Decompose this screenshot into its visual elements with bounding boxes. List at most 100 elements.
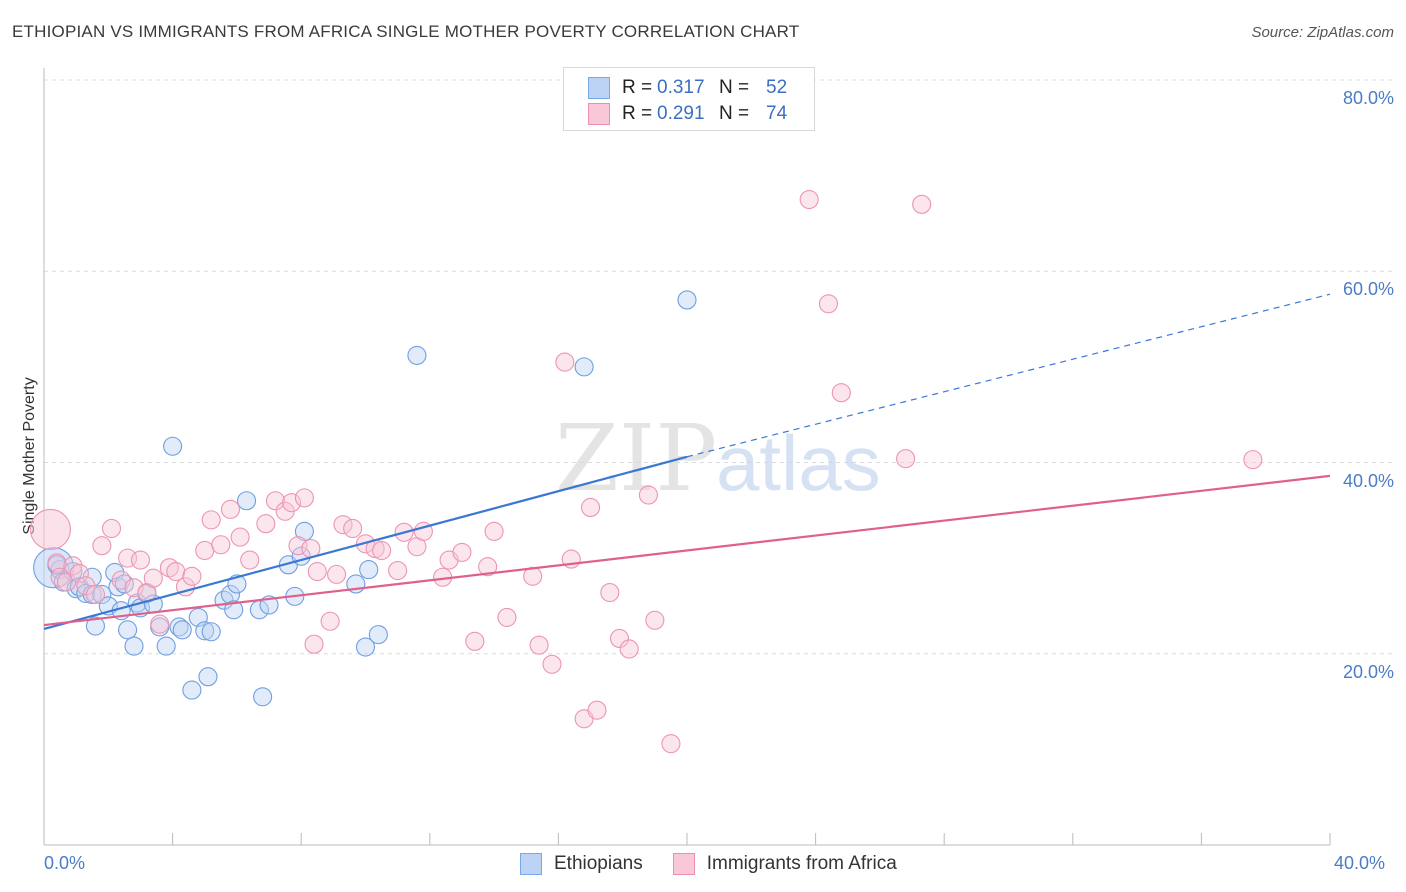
point-immigrants — [47, 553, 67, 573]
y-tick-label: 80.0% — [1342, 88, 1394, 108]
point-ethiopians — [359, 560, 379, 580]
point-immigrants — [143, 568, 163, 588]
point-ethiopians — [169, 617, 189, 637]
legend-swatch-ethiopians — [520, 853, 542, 875]
y-tick-label: 20.0% — [1342, 661, 1394, 682]
legend-swatch-immigrants — [672, 853, 695, 875]
point-immigrants — [555, 352, 575, 372]
trend-line-immigrants — [43, 474, 1331, 627]
point-ethiopians — [114, 574, 134, 594]
stats-legend: R = 0.317 N = 52 R = 0.291 N = 74 — [563, 67, 815, 131]
source-credit: Source: ZipAtlas.com — [1251, 24, 1394, 41]
point-ethiopians — [294, 521, 314, 541]
legend-label-ethiopians: Ethiopians — [554, 853, 643, 874]
point-immigrants — [343, 518, 363, 539]
point-immigrants — [542, 654, 562, 674]
point-immigrants — [307, 561, 327, 582]
r-value: 0.291 — [657, 103, 705, 124]
point-immigrants — [831, 383, 851, 403]
point-immigrants — [818, 294, 839, 314]
point-immigrants — [195, 540, 215, 561]
point-ethiopians — [253, 687, 273, 707]
n-value: 74 — [766, 103, 788, 124]
point-immigrants — [645, 610, 665, 630]
point-immigrants — [497, 607, 517, 627]
trend-line-ethiopians-projection — [686, 293, 1331, 458]
point-immigrants — [265, 491, 286, 511]
point-immigrants — [320, 611, 340, 631]
chart-title: ETHIOPIAN VS IMMIGRANTS FROM AFRICA SING… — [12, 22, 800, 41]
legend-swatch-immigrants — [588, 103, 610, 125]
point-immigrants — [294, 488, 314, 508]
point-immigrants — [372, 540, 392, 561]
point-immigrants — [166, 561, 186, 582]
legend-label-immigrants: Immigrants from Africa — [706, 853, 897, 874]
point-ethiopians — [407, 345, 427, 365]
point-ethiopians — [124, 636, 144, 656]
x-tick-label-min: 0.0% — [44, 853, 86, 873]
point-ethiopians — [85, 616, 105, 636]
trend-line-ethiopians — [43, 455, 688, 630]
n-label: N = — [719, 77, 750, 98]
point-immigrants — [896, 449, 916, 469]
point-immigrants — [600, 582, 620, 603]
point-immigrants — [182, 566, 202, 586]
point-ethiopians — [172, 620, 192, 640]
point-ethiopians — [198, 667, 218, 687]
y-tick-label: 40.0% — [1342, 470, 1394, 491]
x-tick-label-max: 40.0% — [1334, 853, 1386, 873]
point-immigrants — [580, 497, 601, 517]
legend-item-immigrants[interactable]: Immigrants from Africa — [672, 853, 897, 875]
point-ethiopians — [677, 290, 697, 310]
point-immigrants — [799, 189, 819, 210]
point-immigrants — [240, 550, 260, 570]
point-ethiopians — [92, 584, 112, 605]
point-ethiopians — [574, 357, 594, 377]
point-immigrants — [484, 521, 504, 541]
point-ethiopians — [355, 637, 376, 657]
point-immigrants — [609, 628, 630, 649]
watermark-zip: ZIP — [555, 405, 717, 512]
point-immigrants — [661, 734, 681, 754]
watermark-atlas: atlas — [716, 419, 881, 507]
r-value: 0.317 — [657, 77, 705, 98]
point-ethiopians — [195, 621, 215, 641]
y-tick-label: 60.0% — [1342, 279, 1394, 300]
watermark: ZIP atlas — [555, 405, 881, 512]
n-label: N = — [719, 103, 750, 124]
point-immigrants — [69, 563, 89, 583]
point-immigrants — [638, 485, 658, 505]
n-value: 52 — [766, 77, 788, 98]
point-immigrants — [619, 639, 639, 659]
point-immigrants — [124, 578, 144, 598]
point-immigrants — [101, 518, 122, 539]
point-immigrants — [211, 535, 231, 555]
point-immigrants — [85, 584, 105, 605]
point-immigrants — [150, 614, 170, 634]
point-immigrants — [130, 550, 150, 570]
point-ethiopians — [236, 491, 257, 511]
point-immigrants — [282, 493, 302, 513]
axes — [43, 68, 1331, 846]
point-ethiopians — [76, 583, 96, 604]
point-ethiopians — [224, 600, 244, 620]
point-immigrants — [220, 499, 241, 519]
point-immigrants — [388, 561, 408, 581]
point-immigrants — [230, 527, 250, 547]
legend-row-immigrants: R = 0.291 N = 74 — [588, 102, 787, 126]
legend-swatch-ethiopians — [588, 77, 610, 99]
point-immigrants — [452, 542, 472, 562]
point-ethiopians — [118, 620, 138, 640]
series-legend: Ethiopians Immigrants from Africa — [520, 853, 927, 875]
point-immigrants — [63, 556, 83, 576]
point-ethiopians — [163, 436, 183, 456]
r-label: R = — [622, 103, 653, 124]
r-label: R = — [622, 77, 653, 98]
point-immigrants — [256, 514, 276, 534]
legend-row-ethiopians: R = 0.317 N = 52 — [588, 76, 787, 100]
point-ethiopians — [182, 680, 202, 700]
legend-item-ethiopians[interactable]: Ethiopians — [520, 853, 643, 875]
point-immigrants — [529, 635, 549, 655]
point-immigrants — [304, 634, 324, 654]
